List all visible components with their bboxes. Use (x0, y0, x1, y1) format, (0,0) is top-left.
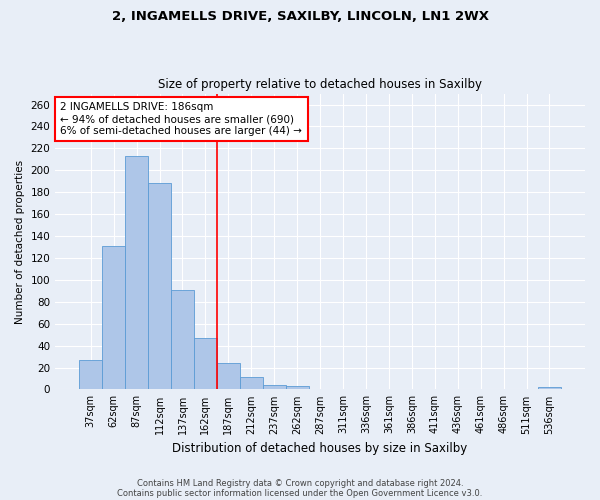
Bar (102, 246, 125, 390)
Text: Contains HM Land Registry data © Crown copyright and database right 2024.: Contains HM Land Registry data © Crown c… (137, 478, 463, 488)
X-axis label: Distribution of detached houses by size in Saxilby: Distribution of detached houses by size … (172, 442, 468, 455)
Bar (171, 290, 194, 390)
Bar (538, 387, 561, 390)
Text: 2, INGAMELLS DRIVE, SAXILBY, LINCOLN, LN1 2WX: 2, INGAMELLS DRIVE, SAXILBY, LINCOLN, LN… (112, 10, 488, 23)
Text: Contains public sector information licensed under the Open Government Licence v3: Contains public sector information licen… (118, 488, 482, 498)
Bar (194, 338, 217, 390)
Bar (79, 360, 102, 390)
Bar (125, 156, 148, 390)
Bar (148, 184, 171, 390)
Title: Size of property relative to detached houses in Saxilby: Size of property relative to detached ho… (158, 78, 482, 91)
Y-axis label: Number of detached properties: Number of detached properties (15, 160, 25, 324)
Bar (286, 386, 308, 390)
Text: 2 INGAMELLS DRIVE: 186sqm
← 94% of detached houses are smaller (690)
6% of semi-: 2 INGAMELLS DRIVE: 186sqm ← 94% of detac… (61, 102, 302, 136)
Bar (217, 363, 240, 390)
Bar (240, 378, 263, 390)
Bar (263, 385, 286, 390)
